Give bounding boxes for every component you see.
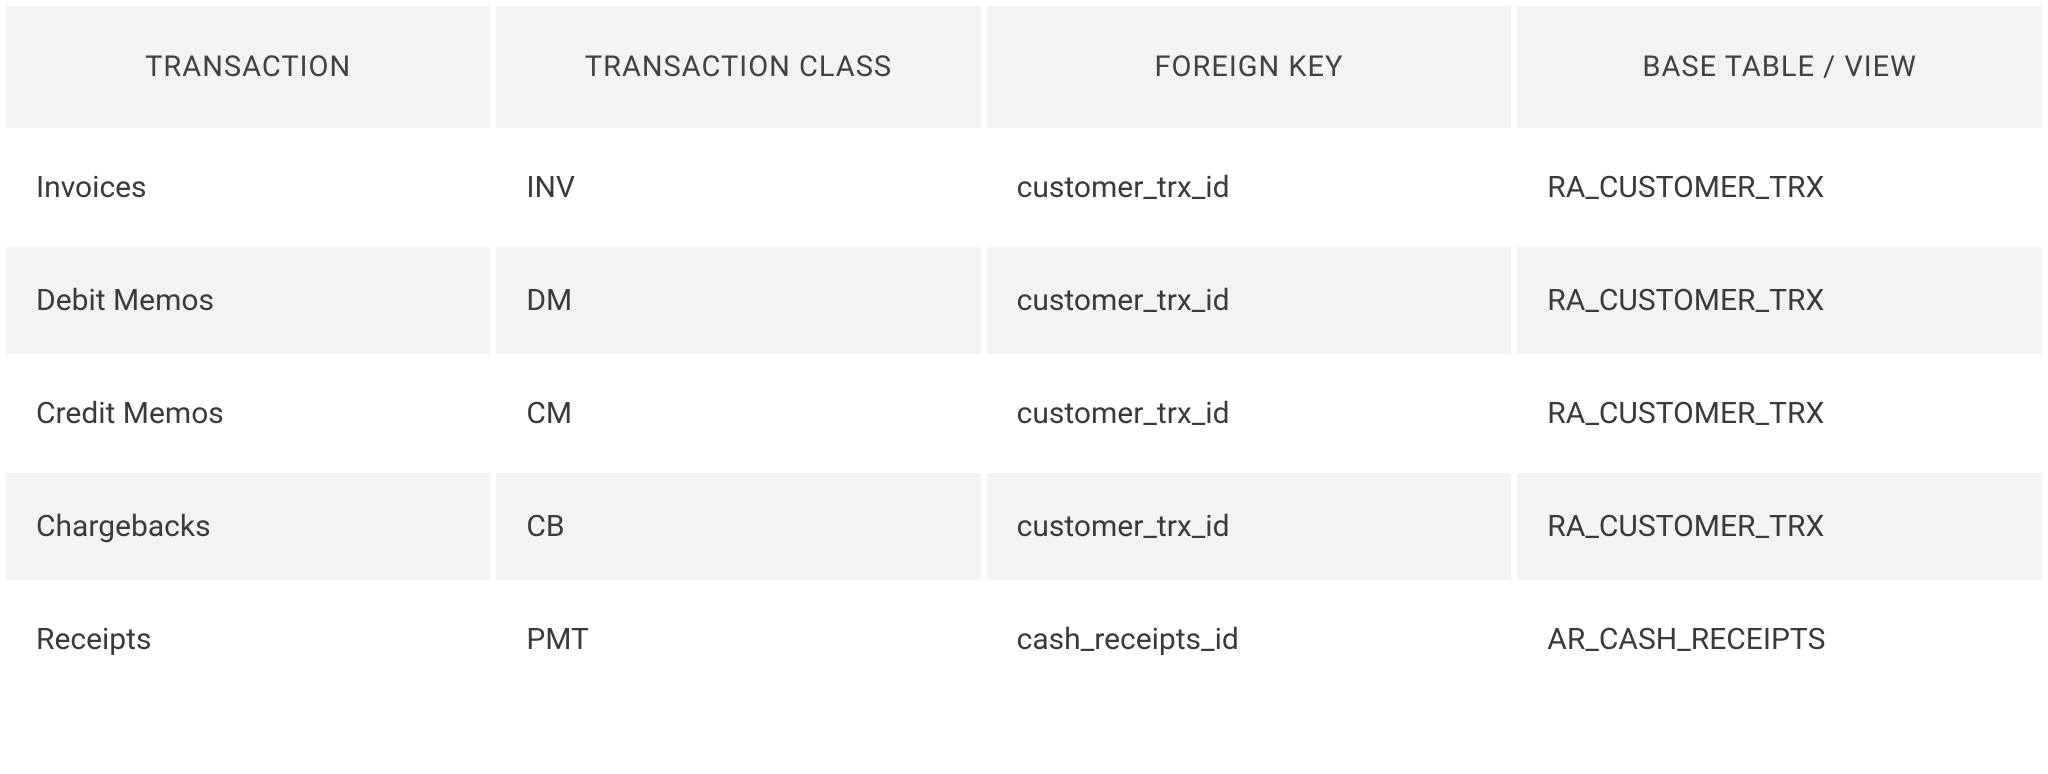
cell-foreign-key: cash_receipts_id — [987, 586, 1512, 693]
transaction-table: TRANSACTION TRANSACTION CLASS FOREIGN KE… — [0, 0, 2048, 699]
cell-base-table: RA_CUSTOMER_TRX — [1517, 360, 2042, 467]
cell-foreign-key: customer_trx_id — [987, 473, 1512, 580]
cell-base-table: AR_CASH_RECEIPTS — [1517, 586, 2042, 693]
cell-base-table: RA_CUSTOMER_TRX — [1517, 473, 2042, 580]
cell-foreign-key: customer_trx_id — [987, 247, 1512, 354]
cell-foreign-key: customer_trx_id — [987, 360, 1512, 467]
table-row: Chargebacks CB customer_trx_id RA_CUSTOM… — [6, 473, 2042, 580]
cell-transaction: Credit Memos — [6, 360, 490, 467]
cell-transaction: Invoices — [6, 134, 490, 241]
cell-transaction: Debit Memos — [6, 247, 490, 354]
table-row: Invoices INV customer_trx_id RA_CUSTOMER… — [6, 134, 2042, 241]
cell-transaction: Chargebacks — [6, 473, 490, 580]
cell-class: INV — [496, 134, 980, 241]
table-row: Credit Memos CM customer_trx_id RA_CUSTO… — [6, 360, 2042, 467]
cell-class: PMT — [496, 586, 980, 693]
cell-transaction: Receipts — [6, 586, 490, 693]
cell-base-table: RA_CUSTOMER_TRX — [1517, 134, 2042, 241]
table-row: Receipts PMT cash_receipts_id AR_CASH_RE… — [6, 586, 2042, 693]
column-header-foreign-key: FOREIGN KEY — [987, 6, 1512, 128]
column-header-transaction-class: TRANSACTION CLASS — [496, 6, 980, 128]
cell-base-table: RA_CUSTOMER_TRX — [1517, 247, 2042, 354]
cell-class: CB — [496, 473, 980, 580]
cell-class: DM — [496, 247, 980, 354]
table-row: Debit Memos DM customer_trx_id RA_CUSTOM… — [6, 247, 2042, 354]
column-header-transaction: TRANSACTION — [6, 6, 490, 128]
column-header-base-table: BASE TABLE / VIEW — [1517, 6, 2042, 128]
table-header-row: TRANSACTION TRANSACTION CLASS FOREIGN KE… — [6, 6, 2042, 128]
cell-foreign-key: customer_trx_id — [987, 134, 1512, 241]
cell-class: CM — [496, 360, 980, 467]
